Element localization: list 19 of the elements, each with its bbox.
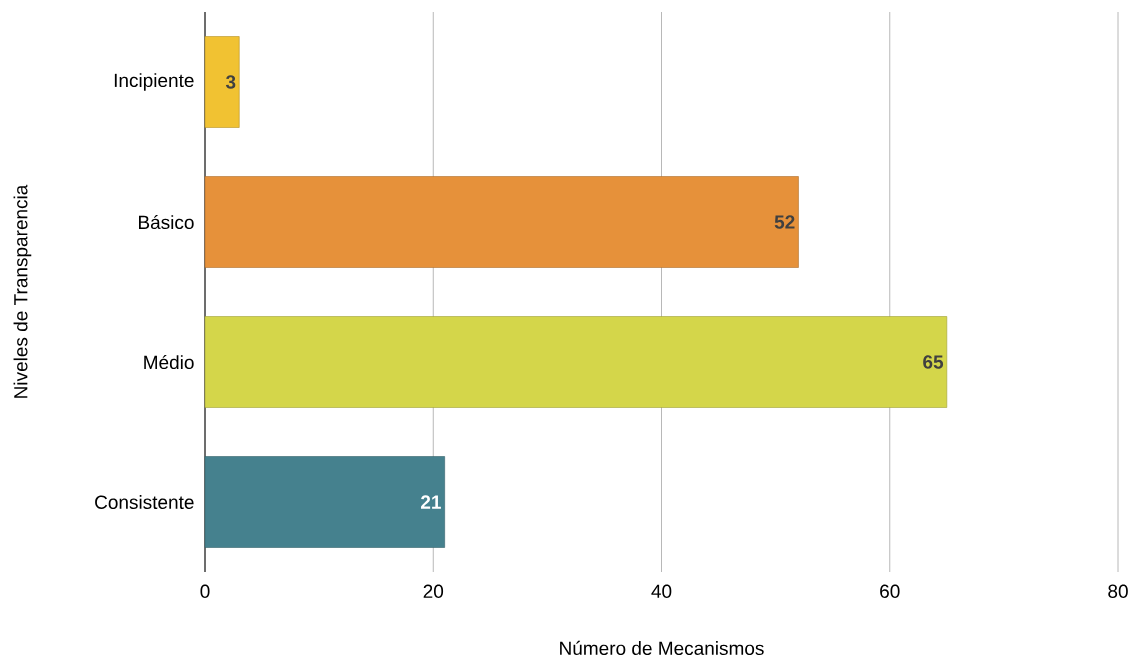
bar bbox=[204, 316, 948, 408]
y-tick-label: Básico bbox=[139, 214, 194, 230]
y-tick-label: Consistente bbox=[95, 495, 194, 509]
x-tick-label: 20 bbox=[423, 584, 444, 598]
bar bbox=[204, 176, 799, 268]
data-label: 21 bbox=[420, 495, 441, 509]
data-label: 65 bbox=[923, 355, 944, 369]
x-tick-label: 60 bbox=[880, 584, 900, 598]
y-tick-label: Médio bbox=[144, 354, 194, 370]
x-tick-label: 80 bbox=[1108, 584, 1128, 598]
x-tick-label: 0 bbox=[200, 584, 210, 598]
y-tick-label: Incipiente bbox=[114, 73, 194, 91]
data-label: 3 bbox=[225, 75, 236, 89]
x-tick-label: 40 bbox=[651, 584, 672, 598]
bar bbox=[204, 36, 240, 128]
x-axis-title: Número de Mecanismos bbox=[560, 640, 764, 656]
y-axis-title: Niveles de Transparencia bbox=[13, 184, 32, 398]
data-label: 52 bbox=[774, 215, 795, 229]
bar bbox=[204, 456, 445, 548]
